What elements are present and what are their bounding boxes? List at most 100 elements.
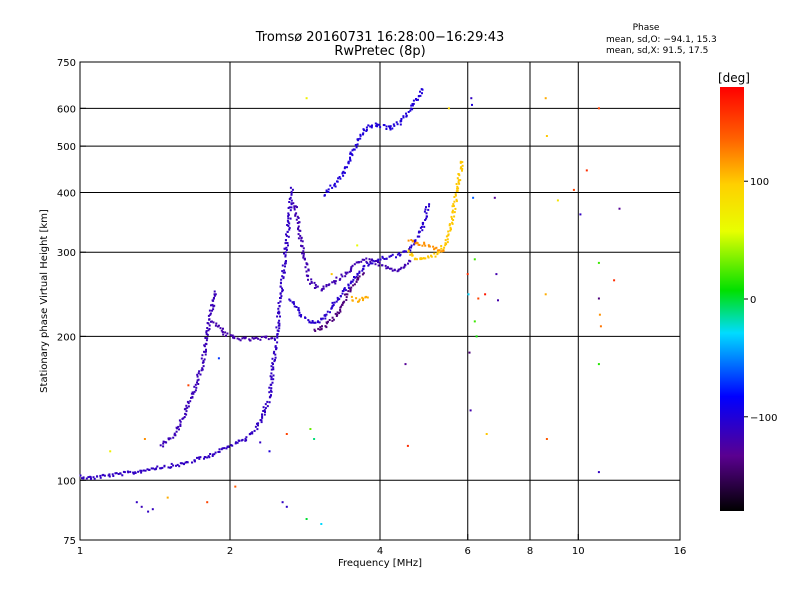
trace-point — [455, 198, 458, 201]
trace-point — [167, 466, 170, 469]
trace-point — [132, 471, 135, 474]
trace-point — [357, 261, 360, 264]
trace-point — [423, 241, 426, 244]
trace-point — [334, 185, 337, 188]
trace-point — [325, 189, 328, 192]
scatter-point — [485, 433, 488, 435]
trace-point — [412, 99, 415, 102]
trace-point — [319, 326, 322, 329]
trace-point — [339, 277, 342, 280]
trace-point — [444, 244, 447, 247]
trace-point — [249, 339, 252, 342]
trace-point — [281, 264, 284, 267]
scatter-point — [545, 438, 548, 440]
scatter-point — [471, 103, 473, 106]
trace-point — [407, 262, 409, 265]
trace-point — [362, 268, 365, 270]
trace-point — [277, 310, 280, 313]
trace-point — [284, 242, 287, 245]
trace-point — [350, 295, 353, 298]
trace-point — [420, 225, 423, 228]
trace-point — [290, 199, 293, 202]
trace-point — [383, 124, 386, 127]
trace-point — [224, 331, 227, 334]
trace-point — [233, 337, 236, 340]
trace-point — [353, 276, 355, 278]
trace-point — [344, 289, 347, 292]
trace-point — [292, 202, 295, 205]
trace-point — [221, 331, 224, 334]
trace-point — [187, 405, 190, 408]
trace-point — [272, 374, 275, 377]
trace-point — [365, 295, 368, 298]
stats-header: Phase — [633, 23, 660, 33]
trace-point — [452, 203, 455, 206]
trace-point — [351, 299, 354, 302]
trace-point — [240, 439, 243, 442]
trace-point — [385, 128, 388, 130]
trace-point — [272, 368, 275, 371]
trace-point — [288, 201, 291, 203]
scatter-point — [404, 363, 407, 366]
trace-point — [184, 461, 187, 464]
trace-point — [211, 453, 214, 456]
trace-point — [315, 286, 318, 289]
trace-point — [293, 206, 296, 209]
trace-point — [264, 411, 266, 413]
trace-point — [208, 309, 211, 312]
trace-point — [405, 112, 407, 115]
trace-point — [197, 383, 200, 385]
trace-point — [452, 219, 455, 221]
trace-point — [340, 273, 343, 276]
trace-point — [339, 306, 342, 309]
trace-point — [328, 319, 331, 321]
trace-point — [371, 262, 374, 265]
trace-point — [206, 327, 209, 329]
trace-point — [162, 445, 165, 448]
trace-point — [148, 468, 151, 471]
colorbar-tick-label: 0 — [750, 295, 756, 306]
trace-point — [349, 152, 352, 155]
trace-point — [154, 468, 157, 471]
scatter-point — [597, 471, 600, 474]
trace-point — [214, 293, 217, 296]
trace-point — [414, 242, 417, 245]
trace-point — [370, 262, 372, 265]
trace-point — [231, 334, 234, 337]
trace-point — [388, 255, 391, 258]
trace-point — [185, 413, 188, 416]
trace-point — [402, 116, 405, 119]
scatter-point — [572, 188, 575, 191]
trace-point — [334, 282, 337, 285]
trace-point — [415, 258, 418, 261]
trace-point — [295, 306, 298, 308]
trace-point — [410, 104, 413, 107]
trace-point — [311, 321, 314, 324]
trace-point — [377, 258, 380, 261]
trace-point — [336, 296, 339, 299]
trace-point — [260, 336, 263, 338]
trace-point — [213, 296, 215, 299]
trace-point — [410, 246, 413, 249]
trace-point — [343, 287, 346, 290]
trace-point — [129, 470, 132, 473]
trace-point — [333, 281, 336, 284]
trace-point — [385, 257, 388, 260]
trace-point — [409, 253, 412, 256]
trace-point — [440, 247, 443, 250]
trace-point — [443, 246, 446, 249]
trace-point — [329, 184, 332, 187]
scatter-point — [259, 441, 262, 444]
trace-point — [156, 465, 159, 468]
trace-point — [376, 123, 379, 126]
scatter-point — [285, 433, 288, 435]
trace-point — [357, 278, 359, 281]
trace-point — [451, 209, 454, 212]
scatter-point — [493, 196, 496, 199]
trace-point — [330, 307, 333, 310]
trace-point — [408, 248, 411, 251]
trace-point — [368, 263, 371, 266]
trace-point — [297, 233, 300, 236]
trace-point — [284, 255, 287, 258]
scatter-point — [598, 313, 601, 316]
